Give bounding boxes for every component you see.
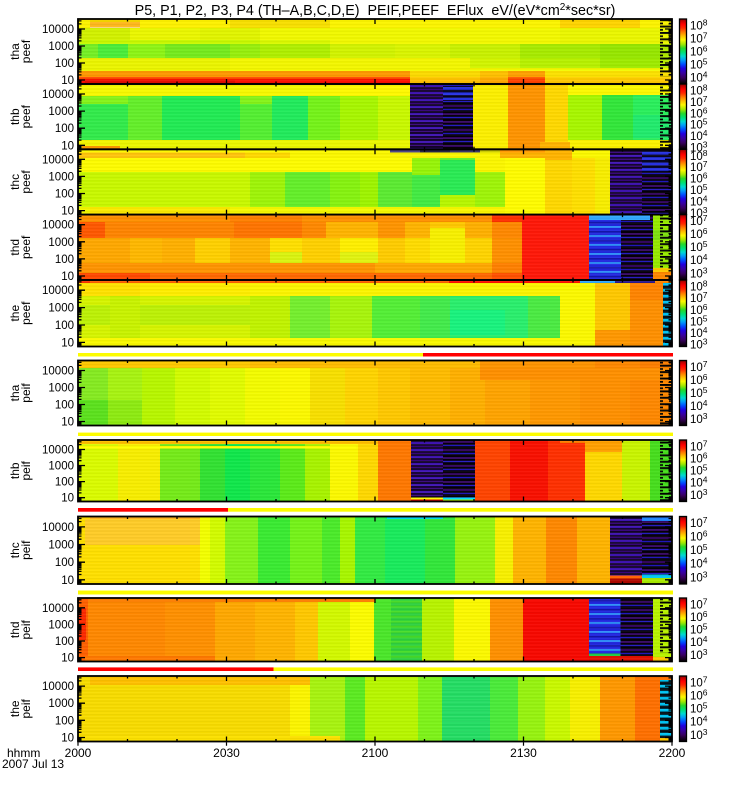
svg-text:100: 100 [55,400,74,412]
svg-text:thc: thc [8,174,22,190]
svg-text:peef: peef [19,235,33,259]
svg-text:1000: 1000 [48,540,74,552]
svg-text:10: 10 [61,493,74,505]
svg-text:100: 100 [55,715,74,727]
svg-text:10000: 10000 [42,285,74,297]
svg-text:100: 100 [55,254,74,266]
svg-text:hhmm: hhmm [7,746,40,760]
svg-text:10000: 10000 [42,24,74,36]
svg-text:peif: peif [19,383,33,403]
svg-text:10: 10 [61,206,74,218]
svg-text:100: 100 [55,58,74,70]
svg-text:100: 100 [55,123,74,135]
svg-text:peef: peef [19,170,33,194]
svg-text:peif: peif [19,460,33,480]
svg-text:thb: thb [8,462,22,479]
svg-text:10000: 10000 [42,366,74,378]
svg-text:1000: 1000 [48,383,74,395]
svg-text:tha: tha [8,384,22,401]
svg-text:10000: 10000 [42,445,74,457]
svg-text:peef: peef [19,104,33,128]
svg-text:10000: 10000 [42,89,74,101]
svg-text:10: 10 [61,733,74,745]
svg-text:thd: thd [8,621,22,638]
svg-text:1000: 1000 [48,106,74,118]
svg-text:peif: peif [19,619,33,639]
svg-text:peif: peif [19,540,33,560]
svg-text:2130: 2130 [510,746,537,760]
svg-text:the: the [8,700,22,717]
svg-text:10: 10 [61,271,74,283]
svg-text:10000: 10000 [42,522,74,534]
svg-text:100: 100 [55,320,74,332]
svg-text:1000: 1000 [48,41,74,53]
svg-text:2100: 2100 [362,746,389,760]
svg-text:the: the [8,305,22,322]
svg-text:tha: tha [8,43,22,60]
svg-text:10: 10 [61,417,74,429]
svg-text:1000: 1000 [48,171,74,183]
svg-text:2200: 2200 [659,746,686,760]
svg-text:100: 100 [55,477,74,489]
svg-text:peef: peef [19,39,33,63]
svg-text:1000: 1000 [48,303,74,315]
svg-text:10000: 10000 [42,220,74,232]
svg-text:10: 10 [61,140,74,152]
svg-text:1000: 1000 [48,461,74,473]
svg-text:P5, P1, P2, P3, P4 (TH–A,B,C,D: P5, P1, P2, P3, P4 (TH–A,B,C,D,E) PEIF,P… [135,2,616,19]
svg-text:100: 100 [55,636,74,648]
svg-text:2000: 2000 [65,746,92,760]
svg-text:10000: 10000 [42,603,74,615]
svg-text:100: 100 [55,189,74,201]
svg-text:10: 10 [61,575,74,587]
svg-text:10: 10 [61,337,74,349]
svg-text:100: 100 [55,557,74,569]
svg-text:10000: 10000 [42,681,74,693]
svg-text:2007 Jul 13: 2007 Jul 13 [2,757,64,771]
svg-text:peef: peef [19,301,33,325]
svg-text:1000: 1000 [48,698,74,710]
svg-text:thd: thd [8,239,22,256]
svg-text:thb: thb [8,108,22,125]
svg-text:2030: 2030 [213,746,240,760]
svg-text:10: 10 [61,653,74,665]
svg-text:10000: 10000 [42,154,74,166]
svg-text:thc: thc [8,542,22,558]
svg-text:10: 10 [61,75,74,87]
svg-text:1000: 1000 [48,237,74,249]
svg-text:peif: peif [19,698,33,718]
svg-text:1000: 1000 [48,619,74,631]
